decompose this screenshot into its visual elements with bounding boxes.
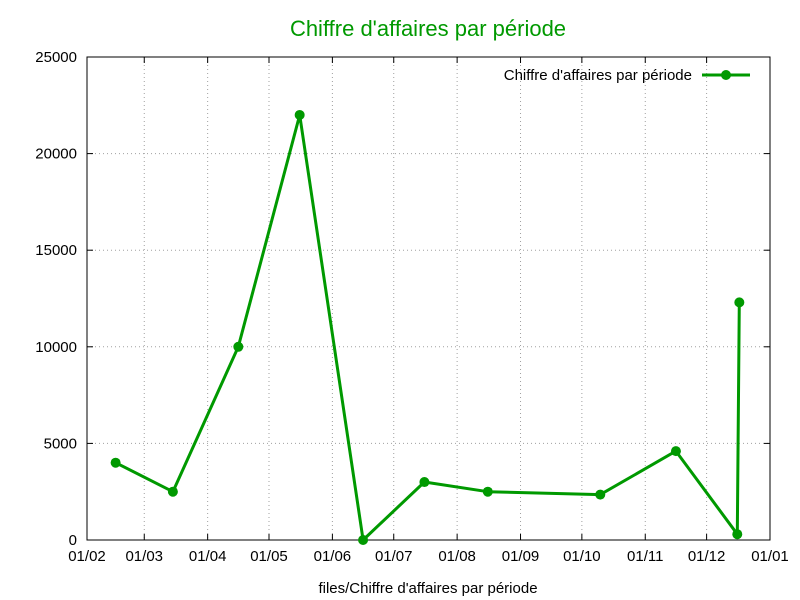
data-point xyxy=(732,529,743,540)
data-point xyxy=(233,341,244,352)
x-tick-label: 01/06 xyxy=(314,548,352,565)
data-point xyxy=(670,446,681,457)
x-tick-label: 01/04 xyxy=(189,548,227,565)
data-point xyxy=(734,297,745,308)
y-tick-label: 15000 xyxy=(35,242,77,259)
data-point xyxy=(110,457,121,468)
data-point xyxy=(482,486,493,497)
y-tick-label: 0 xyxy=(69,532,77,549)
data-point xyxy=(358,535,369,545)
x-tick-label: 01/01 xyxy=(751,548,789,565)
x-tick-label: 01/07 xyxy=(375,548,413,565)
data-point xyxy=(167,486,178,497)
x-tick-label: 01/12 xyxy=(688,548,726,565)
y-tick-label: 20000 xyxy=(35,146,77,163)
plot-frame xyxy=(86,56,771,541)
y-tick-label: 10000 xyxy=(35,339,77,356)
x-tick-label: 01/02 xyxy=(68,548,106,565)
data-point xyxy=(294,109,305,120)
x-tick-label: 01/10 xyxy=(563,548,601,565)
x-tick-label: 01/09 xyxy=(502,548,540,565)
x-tick-label: 01/03 xyxy=(125,548,163,565)
axis-ticks xyxy=(86,56,771,541)
legend-label: Chiffre d'affaires par période xyxy=(504,67,692,84)
data-point xyxy=(419,477,430,488)
tick-labels: 01/02 01/03 01/04 01/05 01/06 01/07 01/08 01/09… xyxy=(35,49,788,565)
y-tick-label: 25000 xyxy=(35,49,77,66)
series-layer xyxy=(110,109,745,545)
grid xyxy=(87,57,770,540)
y-tick-label: 5000 xyxy=(44,435,77,452)
data-point xyxy=(595,489,606,500)
chart-title: Chiffre d'affaires par période xyxy=(290,16,566,41)
x-axis-label: files/Chiffre d'affaires par période xyxy=(318,580,537,597)
x-tick-label: 01/08 xyxy=(438,548,476,565)
series-line xyxy=(114,113,741,542)
x-tick-label: 01/05 xyxy=(250,548,288,565)
x-tick-label: 01/11 xyxy=(627,548,663,565)
legend-swatch-marker xyxy=(721,70,731,80)
legend: Chiffre d'affaires par période xyxy=(504,67,750,84)
